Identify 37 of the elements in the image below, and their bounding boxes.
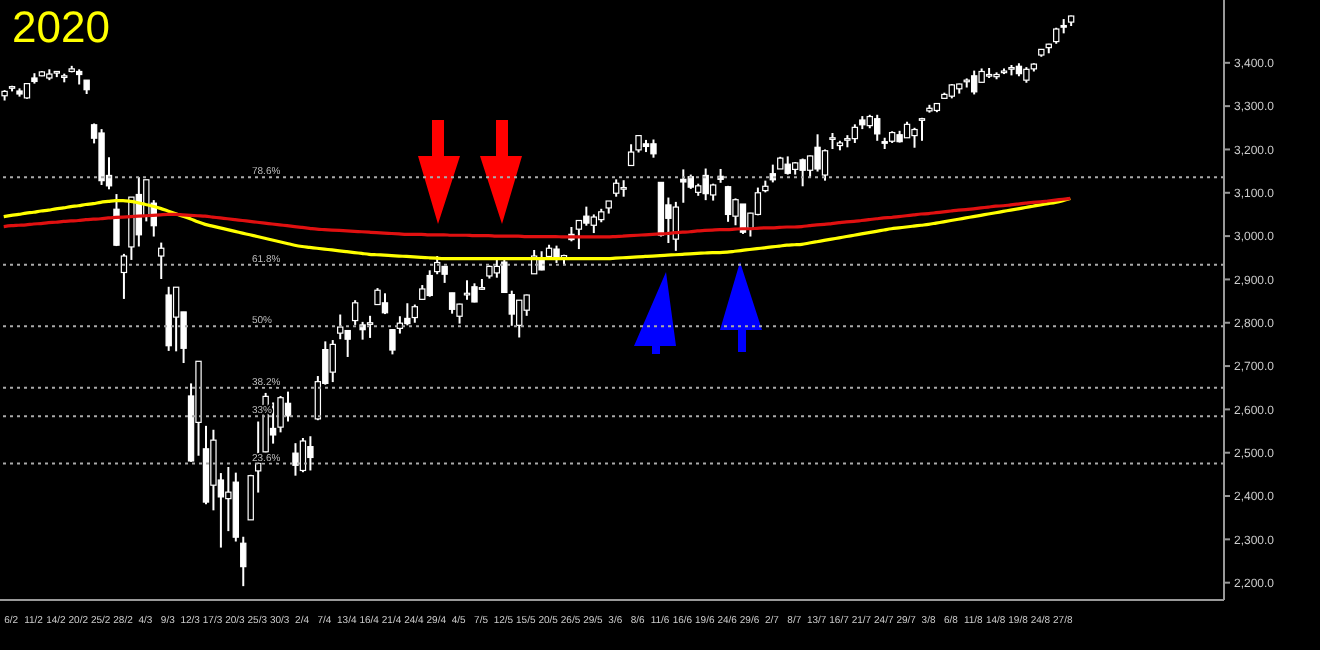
candlestick [158,241,165,280]
candlestick [269,401,277,445]
candlestick [463,279,471,301]
candlestick [970,69,978,96]
chart-title: 2020 [12,2,110,52]
candlestick [172,286,180,353]
candlestick [814,133,821,173]
candlestick [583,205,590,227]
candlestick [120,252,128,300]
candlestick [874,113,881,142]
candlestick [292,442,299,477]
candlestick [680,168,687,204]
candlestick [724,184,732,223]
candlestick [284,390,292,423]
candlestick [627,143,635,167]
candlestick [426,269,433,298]
candlestick [411,303,419,324]
candlestick [381,292,389,316]
candlestick [471,282,478,304]
candlestick [329,339,336,384]
candlestick [351,299,359,326]
candlestick [784,155,791,176]
candlestick [590,213,598,235]
candlestick [337,313,344,341]
candlestick [98,128,105,186]
candlestick [806,154,814,179]
candlestick [851,123,859,144]
candlestick [299,436,307,474]
candlestick [448,291,456,315]
candlestick [650,138,657,159]
candlestick [307,435,314,472]
candlestick [366,314,374,339]
candlestick [799,157,806,188]
candlestick [516,299,523,339]
candlestick [911,126,918,149]
candlestick [702,167,709,202]
candlestick [404,302,411,327]
